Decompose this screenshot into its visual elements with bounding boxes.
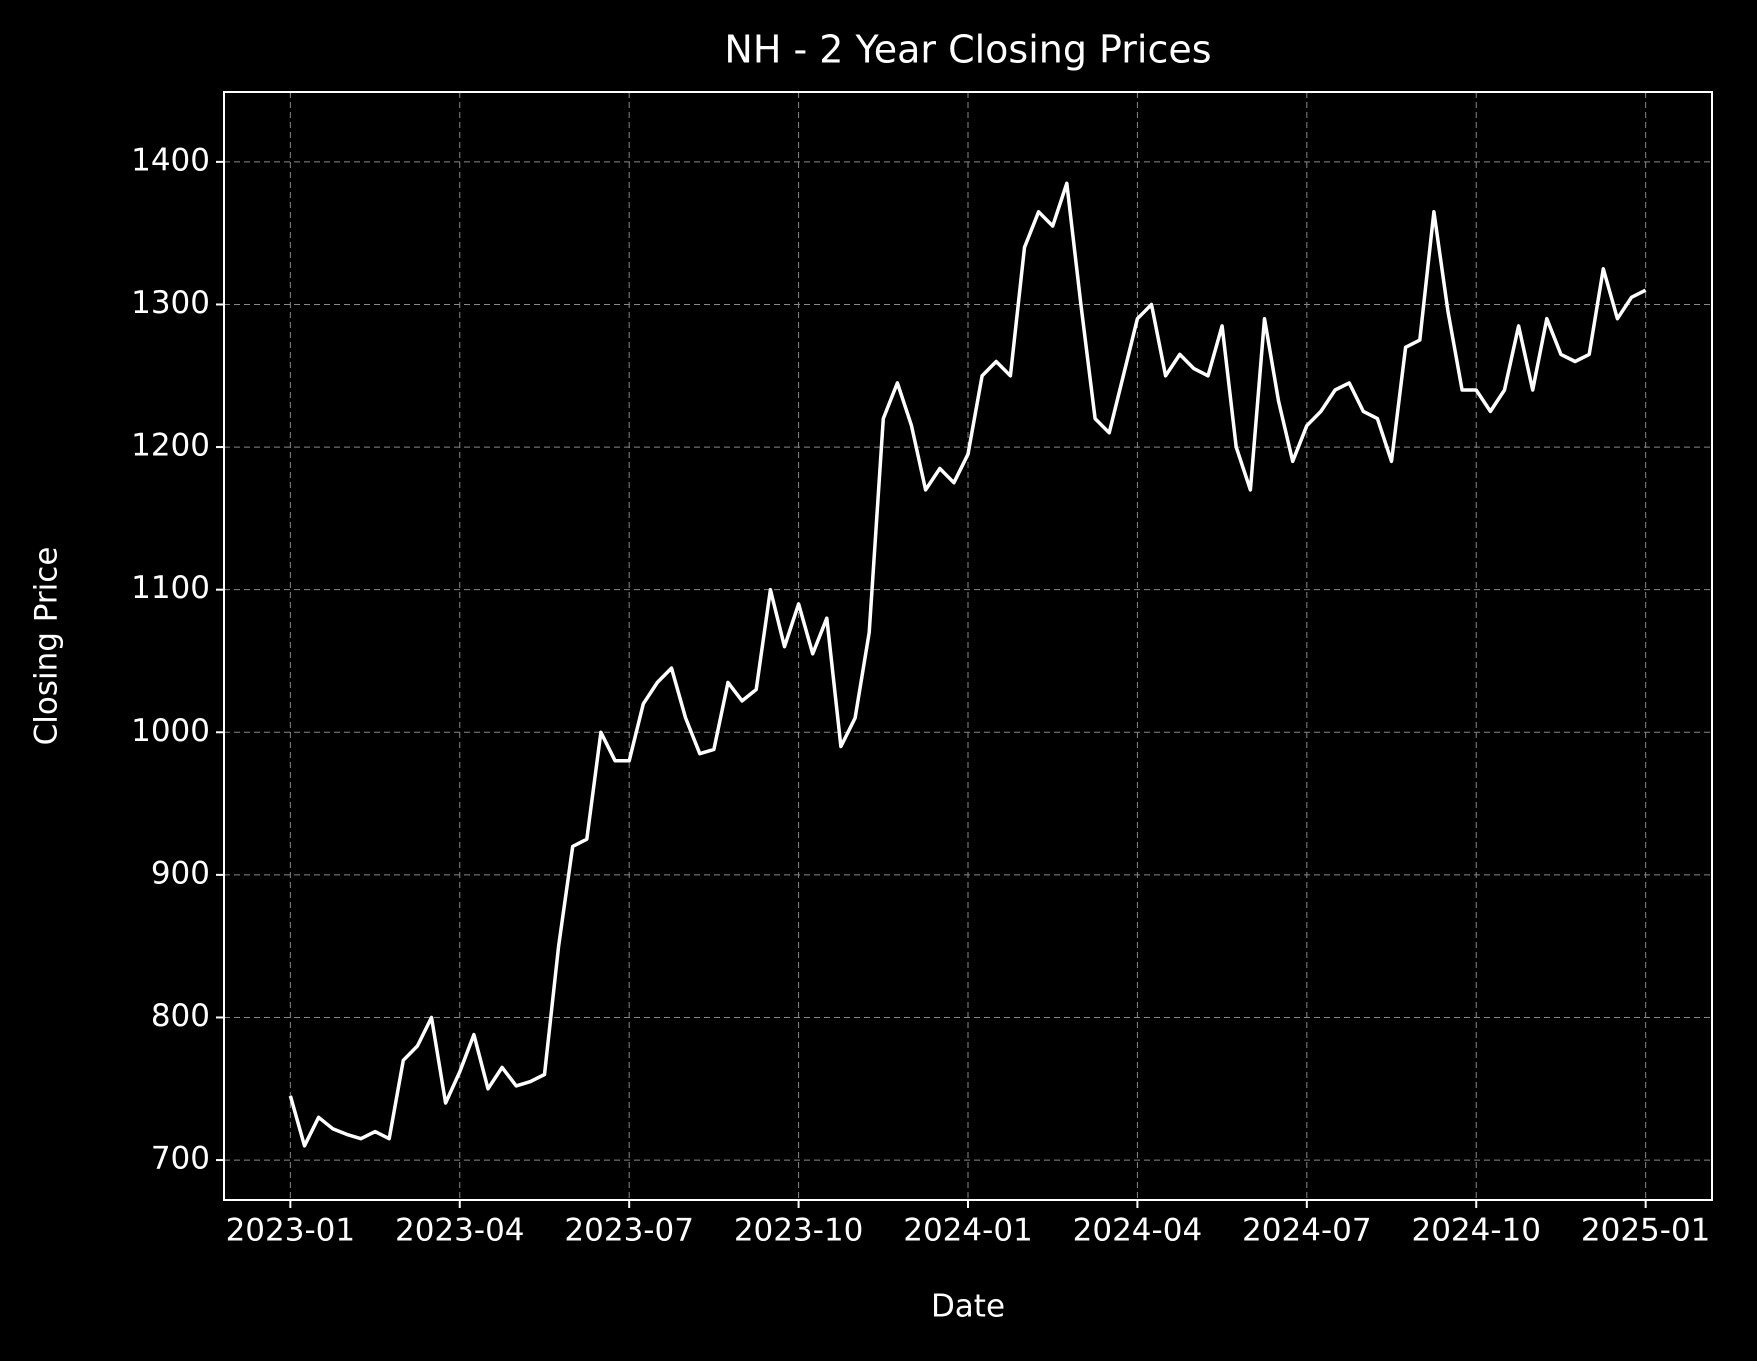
y-tick-label: 1400 bbox=[131, 142, 210, 178]
x-axis-label: Date bbox=[931, 1289, 1005, 1325]
chart-title: NH - 2 Year Closing Prices bbox=[724, 28, 1211, 72]
x-tick-label: 2025-01 bbox=[1581, 1213, 1711, 1249]
y-axis-label: Closing Price bbox=[29, 547, 65, 746]
y-tick-label: 700 bbox=[151, 1141, 210, 1177]
y-tick-label: 1100 bbox=[131, 570, 210, 606]
x-tick-label: 2023-10 bbox=[734, 1213, 864, 1249]
x-tick-label: 2023-07 bbox=[564, 1213, 694, 1249]
y-tick-label: 1200 bbox=[131, 428, 210, 464]
x-tick-label: 2023-04 bbox=[395, 1213, 525, 1249]
price-line bbox=[288, 181, 1647, 1148]
x-tick-label: 2023-01 bbox=[226, 1213, 356, 1249]
y-tick-label: 800 bbox=[151, 998, 210, 1034]
x-tick-label: 2024-01 bbox=[903, 1213, 1033, 1249]
y-tick-label: 1000 bbox=[131, 713, 210, 749]
x-tick-label: 2024-10 bbox=[1411, 1213, 1541, 1249]
plot-frame bbox=[223, 91, 1713, 1201]
y-tick-label: 900 bbox=[151, 855, 210, 891]
x-tick-label: 2024-07 bbox=[1242, 1213, 1372, 1249]
x-tick-label: 2024-04 bbox=[1073, 1213, 1203, 1249]
y-tick-label: 1300 bbox=[131, 285, 210, 321]
